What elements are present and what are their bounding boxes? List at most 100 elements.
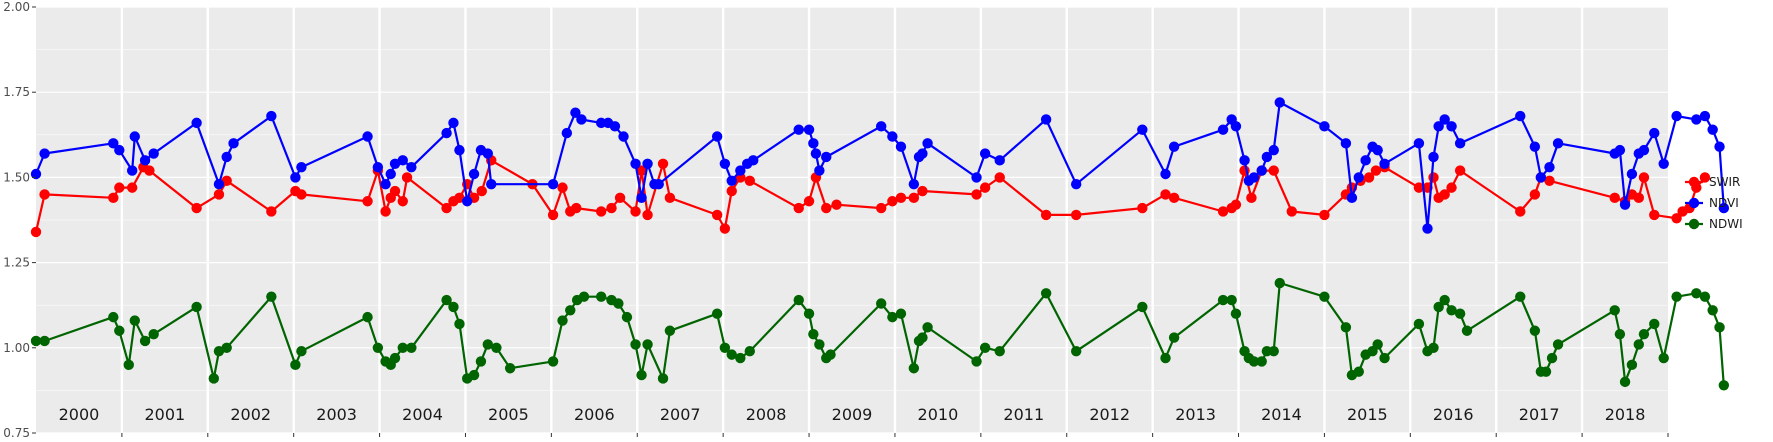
data-point-swir: [1070, 209, 1082, 221]
data-point-ndwi: [1379, 352, 1390, 364]
data-point-ndwi: [397, 342, 408, 353]
data-point-ndwi: [547, 356, 559, 367]
data-point-ndwi: [129, 315, 140, 326]
data-point-swir: [887, 196, 898, 207]
data-point-ndwi: [825, 349, 836, 360]
data-point-swir: [1268, 165, 1279, 176]
data-point-ndwi: [814, 339, 825, 350]
year-label: 2005: [488, 405, 529, 424]
year-label: 2016: [1433, 405, 1474, 424]
data-point-ndwi: [726, 349, 737, 360]
data-point-ndvi: [1446, 121, 1457, 132]
data-point-ndvi: [448, 117, 459, 129]
data-point-ndwi: [735, 352, 746, 364]
year-label: 2008: [746, 405, 787, 424]
data-point-ndwi: [1428, 342, 1439, 353]
data-point-ndvi: [1239, 155, 1250, 166]
data-point-swir: [1633, 192, 1644, 204]
data-point-ndwi: [1461, 325, 1473, 336]
data-point-swir: [1638, 172, 1650, 183]
data-point-swir: [1439, 189, 1450, 200]
data-point-swir: [744, 175, 755, 187]
data-point-swir: [441, 202, 452, 214]
data-point-ndvi: [266, 110, 277, 122]
data-point-ndvi: [1433, 121, 1444, 132]
data-point-ndvi: [372, 161, 384, 173]
legend: SWIR NDVI NDWI: [1685, 175, 1743, 231]
year-label: 2011: [1003, 405, 1044, 424]
data-point-ndvi: [1544, 161, 1555, 173]
data-point-swir: [908, 192, 920, 204]
data-point-swir: [127, 182, 138, 193]
data-point-swir: [595, 206, 607, 217]
data-point-ndwi: [1649, 318, 1660, 330]
data-point-ndwi: [30, 335, 42, 347]
data-point-ndvi: [1360, 155, 1371, 166]
data-point-ndwi: [1353, 366, 1364, 377]
data-point-ndvi: [114, 144, 125, 156]
data-point-ndvi: [1658, 158, 1669, 169]
legend-label-ndwi: NDWI: [1709, 217, 1743, 231]
data-point-ndwi: [1609, 305, 1620, 316]
data-point-ndwi: [454, 318, 465, 330]
data-point-ndvi: [1707, 124, 1718, 135]
data-point-ndvi: [1552, 138, 1564, 149]
data-point-swir: [266, 206, 277, 217]
data-point-ndvi: [139, 155, 151, 166]
data-point-ndwi: [1439, 294, 1450, 306]
data-point-ndvi: [1454, 138, 1466, 149]
data-point-ndwi: [114, 325, 125, 336]
data-point-swir: [895, 192, 907, 204]
data-point-swir: [1217, 206, 1229, 217]
data-point-swir: [1428, 172, 1439, 183]
data-point-swir: [296, 189, 307, 200]
data-point-ndvi: [1439, 114, 1450, 125]
data-point-ndvi: [441, 127, 452, 139]
data-point-ndvi: [609, 121, 621, 132]
data-point-swir: [994, 172, 1005, 183]
data-point-ndvi: [385, 168, 396, 180]
data-point-ndwi: [803, 308, 815, 319]
data-point-ndwi: [719, 342, 731, 353]
data-point-ndvi: [971, 172, 982, 183]
data-point-ndvi: [129, 131, 140, 142]
data-point-ndwi: [108, 311, 119, 323]
data-point-ndwi: [475, 356, 487, 367]
data-point-ndwi: [372, 342, 384, 353]
data-point-ndwi: [191, 301, 202, 313]
data-point-ndvi: [397, 155, 408, 166]
data-point-ndwi: [491, 342, 502, 353]
data-point-ndwi: [895, 308, 907, 319]
data-point-swir: [1363, 172, 1375, 183]
data-point-ndvi: [1070, 179, 1082, 190]
year-label: 2007: [660, 405, 701, 424]
data-point-ndwi: [504, 363, 516, 374]
data-point-ndwi: [1552, 339, 1564, 350]
y-axis: 0.75 1.00 1.25 1.50 1.75 2.00: [3, 0, 36, 440]
y-tick-label: 1.50: [3, 170, 30, 184]
data-point-ndwi: [1446, 305, 1457, 316]
data-point-ndvi: [1372, 144, 1383, 156]
data-point-ndvi: [191, 117, 202, 129]
data-point-ndvi: [1699, 110, 1711, 122]
data-point-ndwi: [1626, 359, 1638, 371]
data-point-ndvi: [406, 161, 417, 173]
data-point-ndvi: [814, 165, 825, 176]
year-label: 2002: [230, 405, 271, 424]
data-point-ndvi: [290, 172, 301, 183]
data-point-ndwi: [613, 298, 624, 309]
year-separators: [120, 7, 1584, 433]
data-point-ndvi: [1346, 192, 1358, 204]
data-point-ndvi: [1353, 172, 1364, 183]
data-point-ndwi: [1226, 294, 1237, 306]
year-label: 2014: [1261, 405, 1302, 424]
year-label: 2006: [574, 405, 615, 424]
data-point-ndvi: [1168, 141, 1180, 152]
data-point-ndvi: [908, 179, 920, 190]
data-point-swir: [971, 189, 982, 200]
data-point-ndwi: [1540, 366, 1552, 377]
data-point-ndvi: [726, 175, 737, 187]
data-point-swir: [636, 165, 647, 176]
